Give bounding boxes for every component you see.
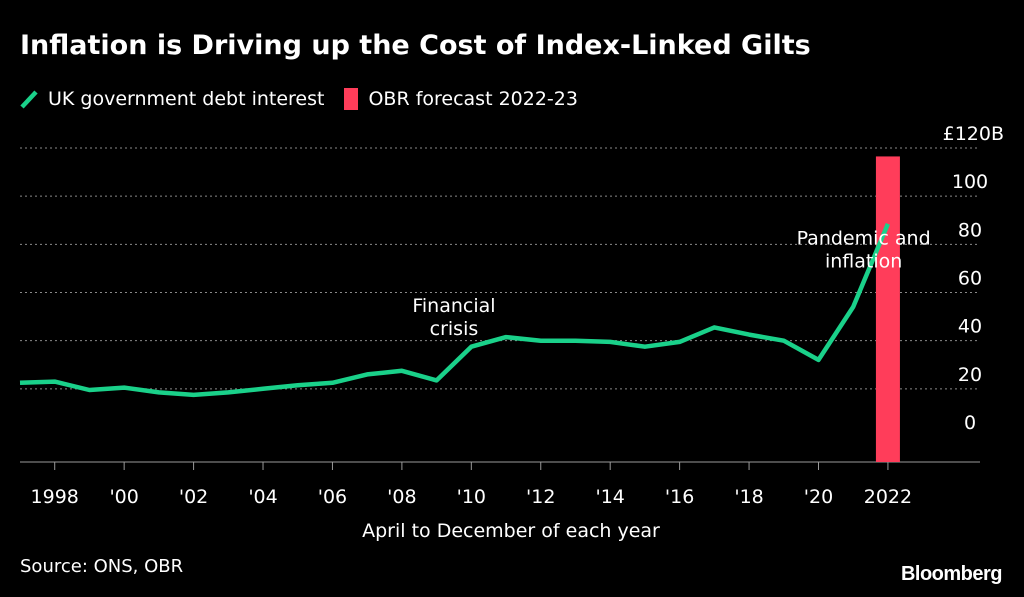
y-tick-label: 80 bbox=[958, 219, 982, 241]
x-tick-label: '02 bbox=[179, 486, 208, 508]
series-line-debt-interest bbox=[19, 223, 890, 398]
y-tick-label: 100 bbox=[952, 171, 988, 193]
legend: UK government debt interest OBR forecast… bbox=[20, 88, 598, 110]
annotations: Financial crisis Pandemic and inflation bbox=[412, 227, 930, 339]
x-axis-ticks: 1998 '00 '02 '04 '06 '08 '10 '12 '14 '16 '18 '20 202… bbox=[31, 462, 912, 508]
annotation-text: Pandemic and inflation bbox=[797, 227, 931, 272]
x-axis-label: April to December of each year bbox=[362, 520, 660, 542]
forecast-bar bbox=[875, 156, 900, 462]
bloomberg-logo: Bloomberg bbox=[900, 563, 1003, 585]
x-tick-label: '14 bbox=[595, 486, 624, 508]
legend-label-debt-interest: UK government debt interest bbox=[48, 88, 325, 110]
x-tick-label: '12 bbox=[526, 486, 555, 508]
x-tick-label: '06 bbox=[318, 486, 347, 508]
annotation-line: inflation bbox=[825, 250, 902, 272]
annotation-line: crisis bbox=[430, 318, 479, 340]
annotation-line: Financial bbox=[412, 295, 495, 317]
source-note: Source: ONS, OBR bbox=[20, 556, 184, 577]
series-lines bbox=[19, 223, 890, 398]
chart-title: Inflation is Driving up the Cost of Inde… bbox=[20, 30, 811, 61]
x-tick-label: '00 bbox=[109, 486, 138, 508]
legend-bar-swatch bbox=[344, 88, 359, 110]
y-tick-label: 60 bbox=[958, 268, 982, 290]
legend-label-obr-forecast: OBR forecast 2022-23 bbox=[368, 88, 578, 110]
x-tick-label: '08 bbox=[387, 486, 416, 508]
x-tick-label: '20 bbox=[804, 486, 833, 508]
x-tick-label: 1998 bbox=[31, 486, 79, 508]
annotation-text: Financial crisis bbox=[412, 295, 495, 340]
y-tick-label: 40 bbox=[958, 316, 982, 338]
y-tick-label: 0 bbox=[964, 412, 976, 434]
legend-item-debt-interest: UK government debt interest bbox=[20, 88, 324, 110]
x-tick-label: 2022 bbox=[864, 486, 912, 508]
annotation-line: Pandemic and bbox=[797, 227, 931, 249]
x-tick-label: '10 bbox=[457, 486, 486, 508]
gridlines bbox=[20, 147, 980, 463]
x-tick-label: '04 bbox=[248, 486, 277, 508]
legend-item-obr-forecast: OBR forecast 2022-23 bbox=[344, 88, 578, 110]
legend-line-swatch bbox=[20, 90, 38, 109]
x-tick-label: '18 bbox=[734, 486, 763, 508]
y-tick-label: £120B bbox=[943, 123, 1004, 145]
x-tick-label: '16 bbox=[665, 486, 694, 508]
y-axis-ticks: 0 20 40 60 80 100 £120B bbox=[943, 123, 1004, 434]
forecast-bars bbox=[875, 156, 900, 462]
y-tick-label: 20 bbox=[958, 364, 982, 386]
